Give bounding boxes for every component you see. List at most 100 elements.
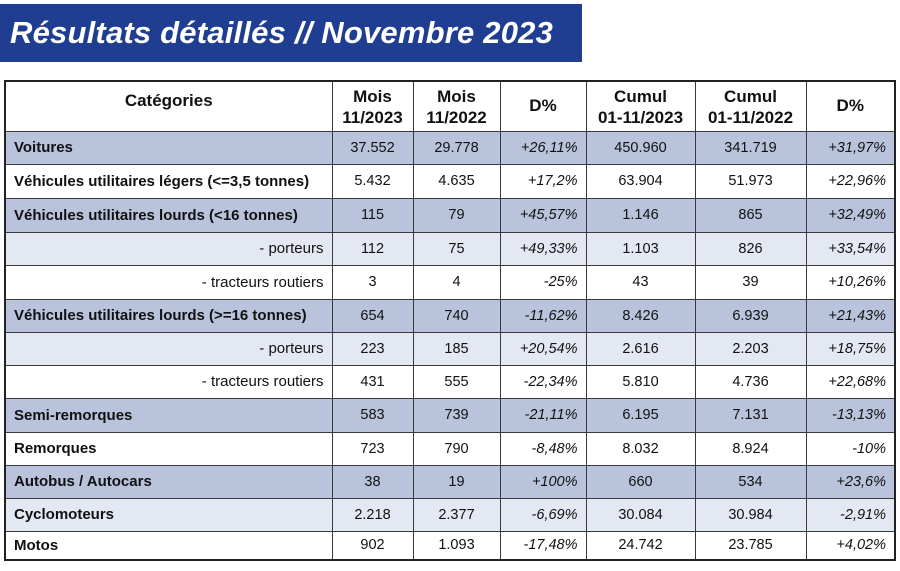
row-label: Autobus / Autocars (4, 464, 333, 499)
cell-mois-2022: 740 (412, 298, 501, 333)
cell-mois-2022: 79 (412, 197, 501, 233)
cell-mois-2023: 3 (331, 264, 414, 300)
cell-mois-2023: 654 (331, 298, 414, 333)
row-label: Semi-remorques (4, 397, 333, 433)
cell-mois-2022: 19 (412, 464, 501, 499)
cell-mois-2022: 555 (412, 364, 501, 399)
cell-cumul-2022: 2.203 (694, 331, 807, 366)
row-label: Véhicules utilitaires lourds (>=16 tonne… (4, 298, 333, 333)
cell-mois-2023: 583 (331, 397, 414, 433)
cell-mois-2022: 1.093 (412, 530, 501, 561)
table-row: Véhicules utilitaires lourds (>=16 tonne… (4, 298, 896, 333)
table-row: Véhicules utilitaires légers (<=3,5 tonn… (4, 163, 896, 199)
header-mois-2023: Mois 11/2023 (331, 80, 414, 132)
cell-d-month: -17,48% (499, 530, 587, 561)
header-d-cumul: D% (805, 80, 896, 132)
cell-d-cumul: +22,96% (805, 163, 896, 199)
cell-cumul-2023: 30.084 (585, 497, 696, 532)
header-d-month: D% (499, 80, 587, 132)
cell-d-cumul: +31,97% (805, 130, 896, 165)
table-row: Véhicules utilitaires lourds (<16 tonnes… (4, 197, 896, 233)
cell-d-month: +45,57% (499, 197, 587, 233)
cell-d-cumul: +21,43% (805, 298, 896, 333)
table-row: Motos 902 1.093 -17,48% 24.742 23.785 +4… (4, 530, 896, 561)
cell-mois-2023: 5.432 (331, 163, 414, 199)
cell-mois-2022: 75 (412, 231, 501, 266)
cell-mois-2022: 790 (412, 431, 501, 466)
header-mois-2022: Mois 11/2022 (412, 80, 501, 132)
cell-mois-2023: 723 (331, 431, 414, 466)
cell-cumul-2023: 1.146 (585, 197, 696, 233)
cell-mois-2023: 223 (331, 331, 414, 366)
title-text: Résultats détaillés // Novembre 2023 (10, 15, 554, 50)
row-label: - tracteurs routiers (4, 364, 333, 399)
cell-d-cumul: +10,26% (805, 264, 896, 300)
cell-cumul-2023: 8.032 (585, 431, 696, 466)
cell-mois-2023: 115 (331, 197, 414, 233)
cell-mois-2023: 431 (331, 364, 414, 399)
cell-cumul-2023: 5.810 (585, 364, 696, 399)
cell-mois-2022: 4 (412, 264, 501, 300)
cell-d-cumul: -2,91% (805, 497, 896, 532)
cell-d-month: -21,11% (499, 397, 587, 433)
cell-d-cumul: +4,02% (805, 530, 896, 561)
cell-mois-2022: 2.377 (412, 497, 501, 532)
cell-mois-2023: 2.218 (331, 497, 414, 532)
cell-d-month: +20,54% (499, 331, 587, 366)
header-cumul-2023: Cumul 01-11/2023 (585, 80, 696, 132)
cell-cumul-2023: 43 (585, 264, 696, 300)
cell-mois-2022: 185 (412, 331, 501, 366)
cell-d-cumul: +33,54% (805, 231, 896, 266)
cell-mois-2023: 112 (331, 231, 414, 266)
table-row: - porteurs 112 75 +49,33% 1.103 826 +33,… (4, 231, 896, 266)
cell-d-month: -8,48% (499, 431, 587, 466)
row-label: - porteurs (4, 331, 333, 366)
cell-d-month: -6,69% (499, 497, 587, 532)
cell-d-month: +26,11% (499, 130, 587, 165)
cell-cumul-2023: 6.195 (585, 397, 696, 433)
header-cumul-2022: Cumul 01-11/2022 (694, 80, 807, 132)
cell-mois-2023: 902 (331, 530, 414, 561)
table-row: - tracteurs routiers 431 555 -22,34% 5.8… (4, 364, 896, 399)
cell-cumul-2023: 2.616 (585, 331, 696, 366)
cell-mois-2022: 4.635 (412, 163, 501, 199)
cell-d-month: +17,2% (499, 163, 587, 199)
row-label: Véhicules utilitaires légers (<=3,5 tonn… (4, 163, 333, 199)
row-label: Remorques (4, 431, 333, 466)
cell-d-cumul: +18,75% (805, 331, 896, 366)
cell-d-cumul: +23,6% (805, 464, 896, 499)
cell-cumul-2023: 63.904 (585, 163, 696, 199)
cell-cumul-2022: 4.736 (694, 364, 807, 399)
table-row: Remorques 723 790 -8,48% 8.032 8.924 -10… (4, 431, 896, 466)
results-table: Catégories Mois 11/2023 Mois 11/2022 D% Cu… (4, 80, 896, 561)
cell-d-cumul: -10% (805, 431, 896, 466)
cell-cumul-2023: 24.742 (585, 530, 696, 561)
cell-d-month: +100% (499, 464, 587, 499)
table-row: - tracteurs routiers 3 4 -25% 43 39 +10,… (4, 264, 896, 300)
cell-d-month: -11,62% (499, 298, 587, 333)
row-label: - porteurs (4, 231, 333, 266)
table-row: Semi-remorques 583 739 -21,11% 6.195 7.1… (4, 397, 896, 433)
cell-cumul-2023: 8.426 (585, 298, 696, 333)
cell-cumul-2022: 7.131 (694, 397, 807, 433)
cell-cumul-2023: 1.103 (585, 231, 696, 266)
cell-d-month: +49,33% (499, 231, 587, 266)
page-title: Résultats détaillés // Novembre 2023 (0, 4, 582, 62)
table-row: Cyclomoteurs 2.218 2.377 -6,69% 30.084 3… (4, 497, 896, 532)
cell-mois-2022: 739 (412, 397, 501, 433)
header-categories: Catégories (4, 80, 333, 132)
cell-mois-2023: 38 (331, 464, 414, 499)
cell-cumul-2023: 450.960 (585, 130, 696, 165)
table-row: Voitures 37.552 29.778 +26,11% 450.960 3… (4, 130, 896, 165)
cell-cumul-2022: 30.984 (694, 497, 807, 532)
cell-d-cumul: -13,13% (805, 397, 896, 433)
row-label: Motos (4, 530, 333, 561)
cell-cumul-2022: 865 (694, 197, 807, 233)
cell-d-cumul: +22,68% (805, 364, 896, 399)
table-row: Autobus / Autocars 38 19 +100% 660 534 +… (4, 464, 896, 499)
table-row: - porteurs 223 185 +20,54% 2.616 2.203 +… (4, 331, 896, 366)
cell-cumul-2022: 23.785 (694, 530, 807, 561)
cell-mois-2022: 29.778 (412, 130, 501, 165)
cell-d-month: -22,34% (499, 364, 587, 399)
cell-cumul-2022: 39 (694, 264, 807, 300)
